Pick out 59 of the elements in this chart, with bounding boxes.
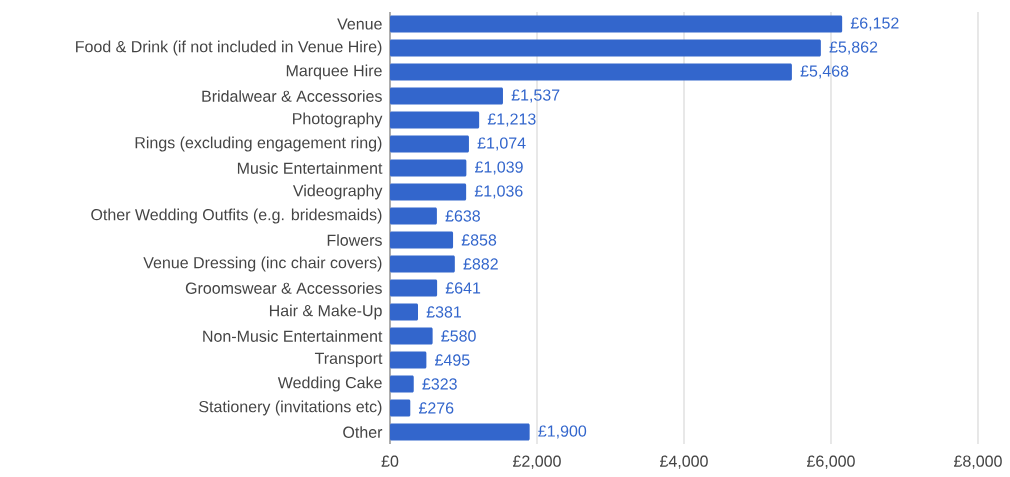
y-tick-label: Hair & Make-Up — [269, 304, 382, 320]
data-label: £1,537 — [511, 89, 560, 103]
y-tick-label: Flowers — [327, 234, 382, 246]
y-tick-label: Other — [343, 426, 383, 438]
bar — [390, 255, 455, 273]
y-tick-label: Videography — [292, 184, 383, 200]
y-tick-label: Wedding Cake — [277, 376, 382, 392]
y-tick-label: Food & Drink (if not included in Venue Hire) — [76, 40, 382, 56]
x-tick-label: £4,000 — [659, 455, 708, 469]
bar — [390, 159, 467, 177]
data-label: £276 — [418, 402, 454, 414]
data-label: £641 — [445, 282, 481, 294]
data-label: £1,900 — [538, 425, 587, 439]
y-tick-label: Groomswear & Accessories — [185, 282, 382, 294]
bar — [390, 231, 454, 249]
data-label: £1,213 — [487, 113, 536, 127]
bar — [390, 423, 530, 441]
data-label: £882 — [463, 258, 498, 270]
data-label: £580 — [441, 330, 476, 342]
bar — [390, 351, 427, 369]
bar — [390, 279, 438, 297]
y-tick-label: Marquee Hire — [286, 64, 382, 80]
x-tick-label: £6,000 — [806, 455, 855, 469]
data-label: £858 — [461, 234, 497, 246]
y-tick-label: Rings (excluding engagement ring) — [135, 136, 382, 152]
bar — [390, 303, 418, 321]
data-label: £638 — [445, 210, 480, 222]
y-tick-label: Venue Dressing (inc chair covers) — [143, 256, 382, 272]
bar — [390, 135, 469, 153]
y-tick-label: Non-Music Entertainment — [203, 330, 383, 342]
data-label: £1,036 — [474, 185, 523, 199]
y-tick-label: Photography — [293, 112, 383, 128]
y-tick-label: Bridalwear & Accessories — [202, 90, 382, 102]
x-tick-label: £0 — [381, 455, 399, 467]
data-label: £495 — [435, 354, 470, 366]
bar — [390, 111, 480, 129]
data-label: £1,074 — [477, 137, 526, 151]
bar — [390, 399, 411, 417]
bar — [390, 39, 821, 57]
data-label: £381 — [426, 306, 461, 318]
y-tick-label: Music Entertainment — [237, 162, 383, 174]
data-label: £323 — [422, 378, 457, 390]
x-tick-label: £8,000 — [953, 455, 1002, 469]
y-tick-label: Venue — [337, 18, 382, 30]
bar — [390, 87, 503, 105]
y-tick-label: Transport — [314, 352, 383, 368]
bar — [390, 15, 843, 33]
data-label: £5,862 — [829, 41, 878, 55]
bar — [390, 207, 437, 225]
data-label: £6,152 — [850, 17, 899, 31]
x-tick-label: £2,000 — [512, 455, 561, 469]
bar — [390, 63, 792, 81]
data-label: £1,039 — [475, 161, 523, 175]
bar — [390, 327, 433, 345]
bar — [390, 183, 467, 201]
bar — [390, 375, 414, 393]
y-tick-label: Other Wedding Outfits (e.g. bridesmaids) — [91, 208, 382, 224]
y-tick-label: Stationery (invitations etc) — [199, 400, 382, 416]
data-label: £5,468 — [800, 65, 849, 79]
